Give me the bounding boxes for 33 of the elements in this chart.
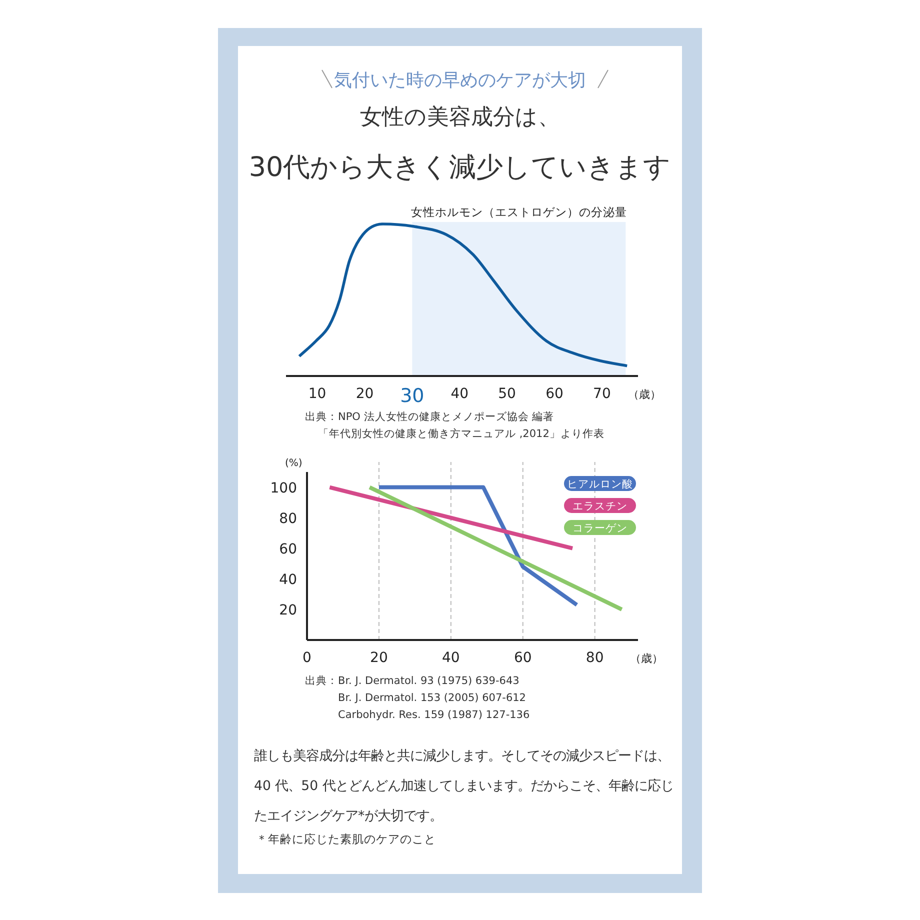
- x-tick-label: 10: [308, 386, 326, 402]
- chart-title: 女性の美容成分は、 30代から大きく減少していきます: [248, 105, 672, 183]
- x-axis-title: （歳）: [628, 388, 661, 401]
- y-axis-title: (%): [285, 458, 302, 469]
- text: ヒアルロン酸: [567, 478, 633, 490]
- text: Carbohydr. Res. 159 (1987) 127-136: [338, 709, 530, 721]
- text: Br. J. Dermatol. 153 (2005) 607-612: [338, 692, 526, 704]
- x-tick-label: 60: [546, 386, 564, 402]
- x-tick-label: 40: [450, 386, 469, 402]
- x-tick-label: 40: [442, 650, 460, 666]
- y-tick-label: 60: [279, 541, 297, 558]
- x-tick-label: 60: [514, 650, 532, 666]
- band-label: 女性ホルモン（エストロゲン）の分泌量: [410, 205, 627, 219]
- text: 「年代別女性の健康と働き方マニュアル ,2012」より作表: [318, 427, 604, 440]
- y-tick-label: 20: [279, 602, 297, 618]
- x-tick-label: 30: [400, 385, 424, 407]
- source-note: 出典：Br. J. Dermatol. 93 (1975) 639-643: [305, 674, 520, 687]
- source-note: 出典：NPO 法人女性の健康とメノポーズ協会 編著: [305, 410, 554, 423]
- x-axis-title: （歳）: [630, 652, 663, 665]
- x-tick-label: 50: [498, 386, 516, 402]
- text: エラスチン: [572, 500, 628, 512]
- y-tick-label: 100: [270, 480, 297, 496]
- x-tick-label: 20: [370, 650, 388, 666]
- text: ＊年齢に応じた素肌のケアのこと: [256, 832, 436, 847]
- x-tick-label: 70: [593, 386, 611, 402]
- x-tick-label: 0: [302, 650, 312, 666]
- chart-subtitle: 気付いた時の早めのケアが大切: [334, 70, 586, 91]
- y-tick-label: 80: [279, 510, 297, 527]
- x-tick-label: 80: [586, 650, 604, 666]
- text: コラーゲン: [572, 522, 628, 534]
- text: 誰しも美容成分は年齢と共に減少します。そしてその減少スピードは、40 代、50 代とどんどん加速してしまいます。だからこそ、年齢に応じたエイジングケア*が大切です。: [254, 748, 674, 826]
- x-tick-label: 20: [356, 386, 374, 402]
- y-tick-label: 40: [279, 572, 297, 588]
